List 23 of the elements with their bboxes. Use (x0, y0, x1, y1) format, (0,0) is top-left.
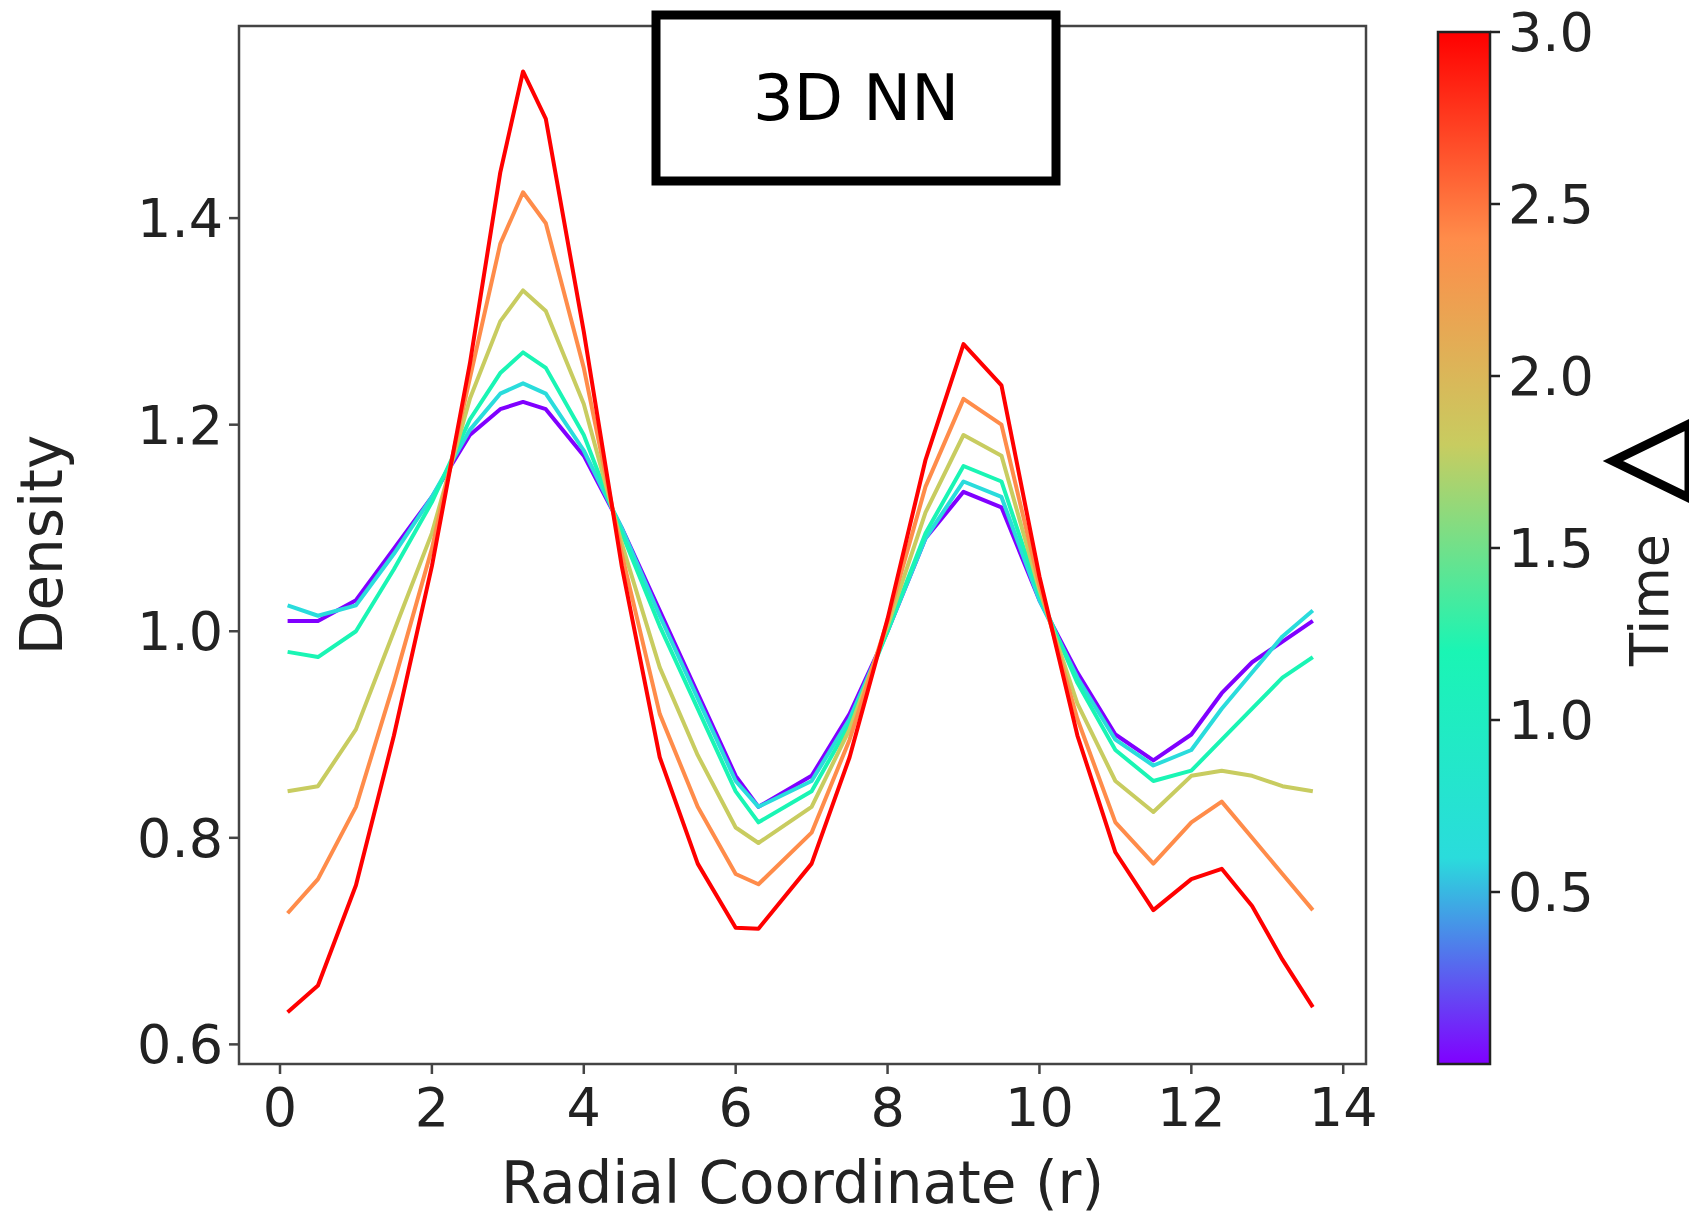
y-tick-label: 0.8 (137, 806, 223, 870)
x-tick-label: 4 (566, 1076, 601, 1139)
y-axis-title: Density (8, 434, 76, 656)
x-tick-label: 14 (1308, 1076, 1378, 1139)
color-bar-label: 3.0 (1508, 0, 1594, 64)
x-tick-label: 8 (870, 1076, 905, 1139)
color-bar-label: 0.5 (1508, 860, 1594, 924)
x-axis-title: Radial Coordinate (r) (500, 1149, 1105, 1217)
y-tick-label: 1.2 (137, 393, 223, 457)
x-tick-label: 6 (718, 1076, 753, 1139)
color-bar-title: Time (1618, 533, 1681, 668)
x-tick-label: 12 (1156, 1076, 1226, 1139)
x-tick-label: 0 (262, 1076, 298, 1139)
color-bar-label: 2.5 (1508, 172, 1594, 236)
y-tick-label: 1.0 (137, 600, 223, 664)
color-bar-label: 2.0 (1508, 344, 1594, 408)
x-tick-label: 10 (1005, 1076, 1074, 1139)
x-tick-label: 2 (414, 1076, 450, 1139)
y-tick-label: 1.4 (137, 187, 223, 251)
color-bar-label: 1.5 (1508, 516, 1594, 580)
y-tick-label: 0.6 (137, 1013, 223, 1077)
text: 3D NN (752, 61, 960, 136)
color-bar-label: 1.0 (1508, 688, 1594, 752)
